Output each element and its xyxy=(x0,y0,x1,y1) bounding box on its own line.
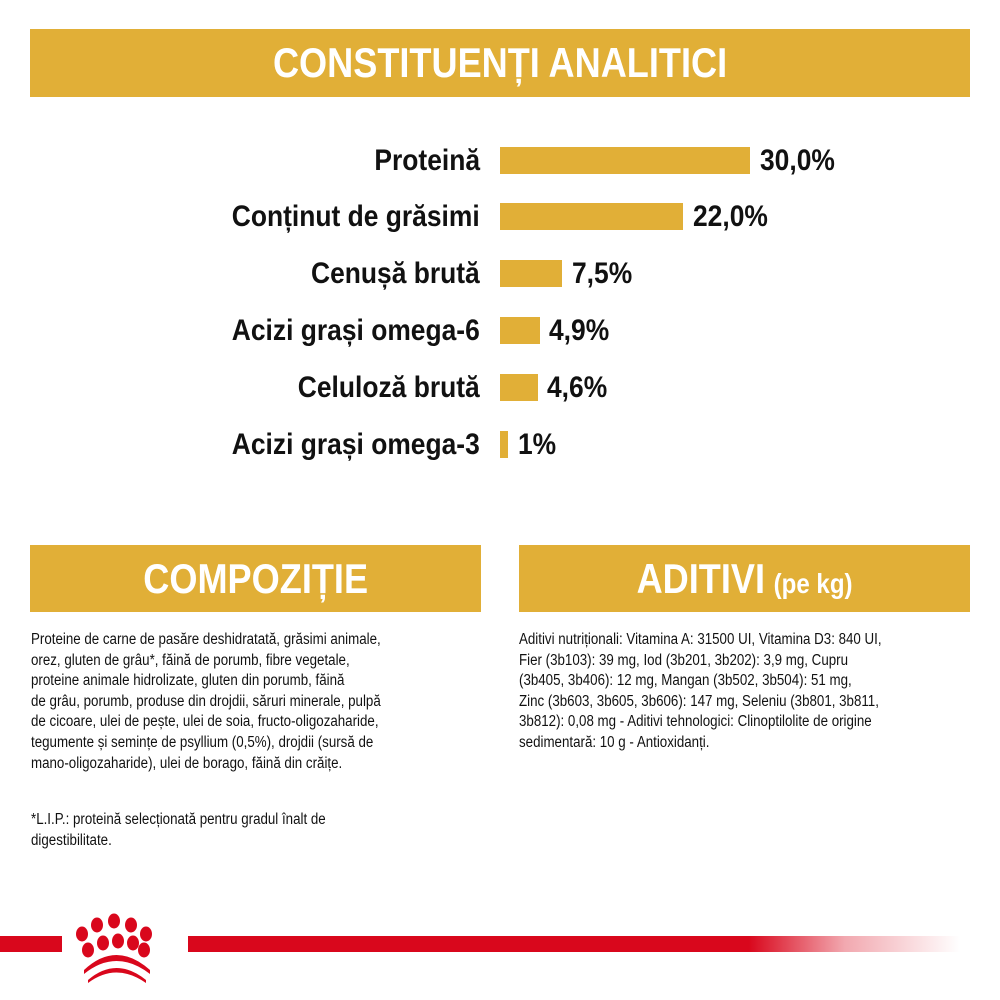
text-line: mano-oligozaharide), ulei de borago, făi… xyxy=(31,754,343,772)
composition-footnote: *L.I.P.: proteină selecționată pentru gr… xyxy=(31,810,551,851)
chart-row: Conținut de grăsimi 22,0% xyxy=(0,197,1000,237)
text-line: *L.I.P.: proteină selecționată pentru gr… xyxy=(31,811,326,828)
bar xyxy=(500,431,508,458)
section-title-suffix: (pe kg) xyxy=(773,567,853,599)
row-label: Acizi grași omega-3 xyxy=(232,428,480,461)
section-title: COMPOZIȚIE xyxy=(143,554,368,602)
text-line: Zinc (3b603, 3b605, 3b606): 147 mg, Sele… xyxy=(519,692,879,710)
section-header-analytical-constituents: CONSTITUENȚI ANALITICI xyxy=(30,29,970,97)
text-line: digestibilitate. xyxy=(31,831,112,849)
chart-row: Celuloză brută 4,6% xyxy=(0,368,1000,408)
row-value: 7,5% xyxy=(572,257,633,290)
section-title: CONSTITUENȚI ANALITICI xyxy=(272,39,728,86)
row-label: Proteină xyxy=(374,144,480,177)
bar xyxy=(500,317,540,344)
text-line: tegumente și semințe de psyllium (0,5%),… xyxy=(31,733,374,751)
text-line: de cicoare, ulei de pește, ulei de soia,… xyxy=(31,713,379,731)
text-line: Fier (3b103): 39 mg, Iod (3b201, 3b202):… xyxy=(519,651,849,669)
additives-text: Aditivi nutriționali: Vitamina A: 31500 … xyxy=(519,630,1000,754)
section-header-composition: COMPOZIȚIE xyxy=(30,545,481,612)
row-value: 4,6% xyxy=(547,371,608,404)
composition-text: Proteine de carne de pasăre deshidratată… xyxy=(31,630,551,774)
row-label: Acizi grași omega-6 xyxy=(232,314,480,347)
bar xyxy=(500,260,562,287)
row-value: 22,0% xyxy=(693,200,768,233)
section-title: ADITIVI xyxy=(636,554,765,602)
royal-canin-crown-icon xyxy=(62,910,188,986)
section-header-additives: ADITIVI (pe kg) xyxy=(519,545,970,612)
row-value: 30,0% xyxy=(760,144,835,177)
bar xyxy=(500,374,538,401)
row-value: 4,9% xyxy=(549,314,610,347)
bar xyxy=(500,147,750,174)
chart-row: Cenușă brută 7,5% xyxy=(0,254,1000,294)
section-title-wrap: ADITIVI (pe kg) xyxy=(637,555,853,603)
text-line: orez, gluten de grâu*, făină de porumb, … xyxy=(31,651,350,669)
text-line: Aditivi nutriționali: Vitamina A: 31500 … xyxy=(519,631,882,648)
text-line: (3b405, 3b406): 12 mg, Mangan (3b502, 3b… xyxy=(519,672,852,690)
row-label: Cenușă brută xyxy=(311,257,480,290)
text-line: de grâu, porumb, produse din drojdii, să… xyxy=(31,692,381,710)
text-line: Proteine de carne de pasăre deshidratată… xyxy=(31,631,381,648)
chart-row: Acizi grași omega-3 1% xyxy=(0,425,1000,465)
row-value: 1% xyxy=(518,428,557,461)
row-label: Celuloză brută xyxy=(298,371,480,404)
bar xyxy=(500,203,683,230)
chart-row: Acizi grași omega-6 4,9% xyxy=(0,311,1000,351)
text-line: sedimentară: 10 g - Antioxidanți. xyxy=(519,733,710,751)
text-line: proteine animale hidrolizate, gluten din… xyxy=(31,672,345,690)
row-label: Conținut de grăsimi xyxy=(232,200,480,233)
text-line: 3b812): 0,08 mg - Aditivi tehnologici: C… xyxy=(519,713,872,731)
chart-row: Proteină 30,0% xyxy=(0,141,1000,181)
footer-red-stripe xyxy=(0,936,960,952)
